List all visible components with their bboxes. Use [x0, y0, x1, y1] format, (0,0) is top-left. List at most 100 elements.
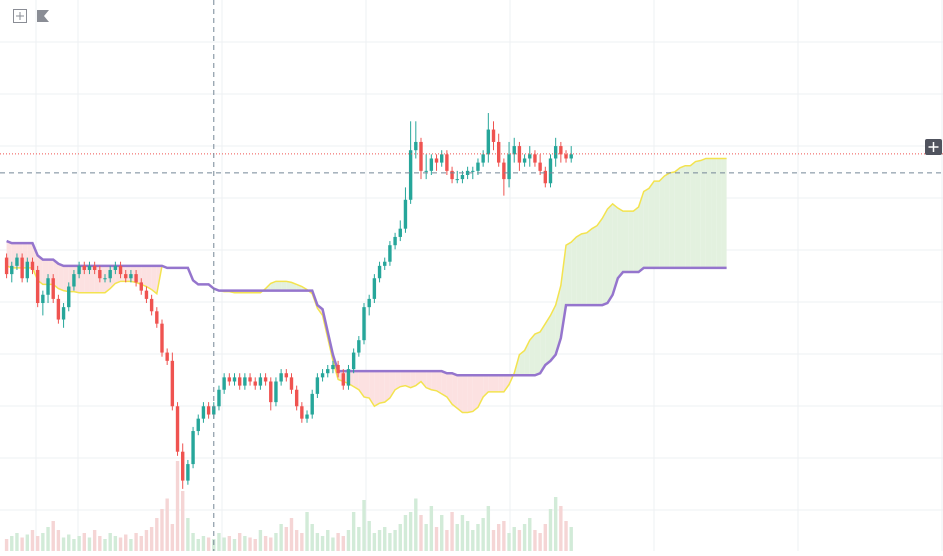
candle	[538, 154, 542, 175]
candle	[393, 232, 397, 250]
cloud-segment	[648, 181, 655, 268]
volume-bar	[237, 533, 242, 551]
candle	[559, 141, 563, 163]
candle-body	[471, 170, 475, 172]
candle	[269, 377, 273, 411]
candle-body	[274, 381, 278, 403]
ichimoku-cloud	[6, 158, 727, 413]
candle-body	[284, 373, 289, 378]
candle-body	[289, 377, 294, 390]
candle-body	[103, 278, 107, 280]
candle	[440, 150, 444, 167]
candle	[191, 426, 195, 469]
cloud-segment	[151, 265, 157, 294]
cloud-segment	[721, 158, 727, 268]
candle-body	[440, 154, 444, 163]
cloud-segment	[405, 371, 411, 388]
candle-body	[92, 265, 97, 270]
cloud-segment	[638, 191, 644, 273]
cloud-segment	[597, 218, 603, 306]
candle	[383, 257, 387, 270]
cloud-segment	[519, 350, 525, 376]
volume-bar	[326, 530, 330, 551]
candle	[196, 414, 200, 436]
candle	[51, 274, 55, 304]
candle	[20, 253, 24, 283]
cloud-segment	[716, 158, 722, 268]
cloud-segment	[483, 375, 489, 397]
candle	[134, 269, 138, 287]
volume-bar	[564, 521, 568, 551]
candle-body	[460, 174, 465, 180]
cloud-segment	[607, 203, 613, 304]
candle	[129, 269, 133, 283]
candle	[46, 274, 50, 304]
candle	[92, 261, 97, 275]
candle-body	[294, 389, 299, 407]
candle	[67, 282, 71, 312]
candle	[517, 141, 522, 171]
volume-bar	[543, 524, 548, 551]
candle-body	[217, 389, 221, 407]
candle	[206, 402, 211, 419]
candle	[41, 290, 45, 316]
volume-bar	[300, 533, 304, 551]
cloud-segment	[571, 236, 577, 306]
volume-bar	[460, 515, 465, 551]
cloud-segment	[669, 171, 675, 268]
volume-bar	[455, 524, 459, 551]
candle-body	[326, 369, 330, 374]
volume-bar	[517, 530, 522, 551]
cloud-segment	[58, 263, 64, 291]
volume-bar	[393, 530, 397, 551]
cloud-segment	[679, 165, 686, 268]
volume-bar	[227, 536, 232, 551]
candle	[144, 286, 149, 304]
candle-body	[232, 377, 237, 382]
volume-bar	[67, 534, 71, 551]
volume-bar	[331, 537, 335, 551]
cloud-segment	[659, 176, 665, 268]
candle-body	[393, 236, 397, 246]
volume-bar	[25, 534, 30, 551]
candle-body	[134, 274, 138, 283]
volume-bar	[362, 500, 366, 551]
candle-body	[201, 406, 206, 419]
candle	[217, 385, 221, 411]
volume-bar	[507, 533, 511, 551]
volume-bar	[315, 533, 320, 551]
candle	[124, 269, 128, 283]
candle	[351, 348, 356, 374]
volume-bar	[496, 524, 501, 551]
candle-body	[341, 373, 345, 386]
candle	[445, 150, 449, 175]
volume-bar	[502, 521, 506, 551]
candle-body	[564, 154, 568, 159]
cloud-segment	[457, 375, 463, 413]
volume-bar	[222, 537, 226, 551]
flag-icon[interactable]	[36, 9, 50, 23]
candle	[326, 364, 330, 378]
candle-body	[155, 311, 159, 324]
candle-body	[35, 269, 40, 304]
candle-body	[367, 298, 371, 308]
add-drawing-icon[interactable]	[13, 9, 27, 23]
candle-body	[67, 286, 71, 308]
crosshair-add-icon[interactable]	[925, 139, 942, 155]
cloud-segment	[674, 167, 680, 268]
candle	[289, 373, 294, 394]
candle-body	[305, 414, 309, 419]
candle-body	[491, 129, 496, 142]
candle	[553, 137, 558, 167]
candle-body	[87, 265, 92, 270]
candle-body	[61, 307, 66, 320]
volume-bar	[440, 515, 444, 551]
volume-bar	[414, 498, 418, 551]
candle-body	[144, 290, 149, 299]
volume-bar	[51, 521, 55, 551]
candle	[25, 257, 30, 283]
cloud-segment	[441, 371, 447, 397]
candle	[569, 146, 573, 163]
candle	[56, 294, 61, 324]
